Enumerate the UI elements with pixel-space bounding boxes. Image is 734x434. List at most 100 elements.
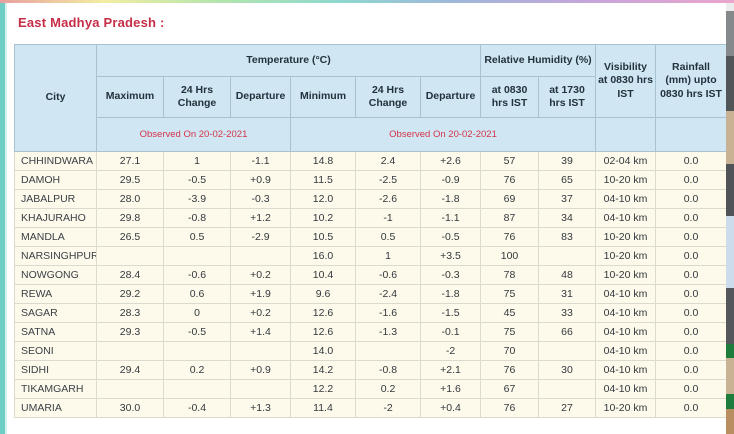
- table-body: CHHINDWARA 27.1 1 -1.1 14.8 2.4 +2.6 57 39 02-04 …: [14, 151, 728, 418]
- right-strip-segment: [726, 3, 734, 11]
- data-cell: 75: [480, 284, 539, 304]
- data-cell: 27.1: [96, 151, 164, 171]
- data-cell: -0.5: [420, 227, 481, 247]
- data-cell: 31: [537, 284, 597, 304]
- data-cell: 14.8: [290, 151, 356, 171]
- data-cell: 0.0: [655, 265, 728, 285]
- data-cell: 12.0: [290, 189, 356, 209]
- table-row: SAGAR 28.3 0 +0.2 12.6 -1.6 -1.5 45 33 04-10 km 0.…: [14, 303, 728, 323]
- city-cell: SAGAR: [14, 303, 97, 323]
- data-cell: [537, 246, 597, 266]
- data-cell: [230, 379, 291, 399]
- data-cell: 04-10 km: [595, 322, 657, 342]
- data-cell: [230, 246, 291, 266]
- data-cell: -2: [420, 341, 481, 361]
- data-cell: 10.5: [290, 227, 356, 247]
- table-row: TIKAMGARH 12.2 0.2 +1.6 67 04-10 km 0.0: [14, 379, 728, 399]
- data-cell: 29.3: [96, 322, 164, 342]
- data-cell: 29.8: [96, 208, 164, 228]
- table-row: DAMOH 29.5 -0.5 +0.9 11.5 -2.5 -0.9 76 65 10-20 k…: [14, 170, 728, 190]
- data-cell: -1.1: [420, 208, 481, 228]
- data-cell: +2.1: [420, 360, 481, 380]
- data-cell: 04-10 km: [595, 341, 657, 361]
- data-cell: -2.5: [355, 170, 421, 190]
- right-strip-segment: [726, 409, 734, 434]
- data-cell: 33: [537, 303, 597, 323]
- data-cell: [537, 379, 597, 399]
- data-cell: -0.3: [420, 265, 481, 285]
- data-cell: 87: [480, 208, 539, 228]
- data-cell: 0.5: [163, 227, 231, 247]
- data-cell: 76: [480, 398, 539, 418]
- data-cell: 9.6: [290, 284, 356, 304]
- data-cell: +0.4: [420, 398, 481, 418]
- data-cell: 16.0: [290, 246, 356, 266]
- table-row: REWA 29.2 0.6 +1.9 9.6 -2.4 -1.8 75 31 04-10 km 0.…: [14, 284, 728, 304]
- data-cell: +0.2: [230, 303, 291, 323]
- city-cell: SIDHI: [14, 360, 97, 380]
- col-header-visibility: Visibility at 0830 hrs IST: [595, 44, 657, 118]
- data-cell: 27: [537, 398, 597, 418]
- data-cell: 0.0: [655, 341, 728, 361]
- observed-on-right: Observed On 20-02-2021: [289, 117, 597, 152]
- data-cell: [163, 379, 231, 399]
- data-cell: -1.8: [420, 284, 481, 304]
- data-cell: 12.6: [290, 303, 356, 323]
- data-cell: 0.5: [355, 227, 421, 247]
- data-cell: 0.0: [655, 398, 728, 418]
- city-cell: TIKAMGARH: [14, 379, 97, 399]
- data-cell: -1: [355, 208, 421, 228]
- data-cell: 0.0: [655, 170, 728, 190]
- data-cell: 12.6: [290, 322, 356, 342]
- page-title: East Madhya Pradesh :: [18, 15, 165, 30]
- right-strip-segment: [726, 11, 734, 56]
- data-cell: -0.1: [420, 322, 481, 342]
- header-row-sub: Maximum 24 Hrs Change Departure Minimum …: [15, 76, 727, 118]
- data-cell: 28.4: [96, 265, 164, 285]
- data-cell: 67: [480, 379, 539, 399]
- data-cell: 28.0: [96, 189, 164, 209]
- data-cell: 04-10 km: [595, 208, 657, 228]
- data-cell: 12.2: [290, 379, 356, 399]
- data-cell: 48: [537, 265, 597, 285]
- observed-filler-visibility: [595, 117, 657, 152]
- data-cell: 29.4: [96, 360, 164, 380]
- header-row-groups: City Temperature (°C) Relative Humidity …: [14, 44, 728, 152]
- data-cell: 39: [537, 151, 597, 171]
- data-cell: 76: [480, 360, 539, 380]
- data-cell: -2.9: [230, 227, 291, 247]
- col-header-max-24hr-change: 24 Hrs Change: [163, 76, 231, 118]
- top-gradient-border: [0, 0, 734, 3]
- data-cell: [163, 341, 231, 361]
- data-cell: 66: [537, 322, 597, 342]
- data-cell: 02-04 km: [595, 151, 657, 171]
- data-cell: 04-10 km: [595, 189, 657, 209]
- data-cell: 75: [480, 322, 539, 342]
- data-cell: 0: [163, 303, 231, 323]
- data-cell: 1: [355, 246, 421, 266]
- right-strip-segment: [726, 288, 734, 344]
- weather-table: City Temperature (°C) Relative Humidity …: [14, 44, 728, 418]
- data-cell: 100: [480, 246, 539, 266]
- data-cell: +0.9: [230, 360, 291, 380]
- right-strip-segment: [726, 216, 734, 288]
- city-cell: CHHINDWARA: [14, 151, 97, 171]
- table-row: NARSINGHPUR 16.0 1 +3.5 100 10-20 km 0.0: [14, 246, 728, 266]
- data-cell: 30: [537, 360, 597, 380]
- data-cell: 76: [480, 170, 539, 190]
- data-cell: +3.5: [420, 246, 481, 266]
- data-cell: 11.5: [290, 170, 356, 190]
- data-cell: 0.6: [163, 284, 231, 304]
- data-cell: 70: [480, 341, 539, 361]
- table-row: JABALPUR 28.0 -3.9 -0.3 12.0 -2.6 -1.8 69 37 04-1…: [14, 189, 728, 209]
- col-header-rainfall: Rainfall (mm) upto 0830 hrs IST: [655, 44, 728, 118]
- table-row: CHHINDWARA 27.1 1 -1.1 14.8 2.4 +2.6 57 39 02-04 …: [14, 151, 728, 171]
- left-edge-strip: [0, 2, 5, 434]
- data-cell: 0.0: [655, 189, 728, 209]
- data-cell: -0.6: [163, 265, 231, 285]
- data-cell: [537, 341, 597, 361]
- data-cell: 0.0: [655, 379, 728, 399]
- table-row: MANDLA 26.5 0.5 -2.9 10.5 0.5 -0.5 76 83 10-20 km…: [14, 227, 728, 247]
- observed-on-left: Observed On 20-02-2021: [96, 117, 291, 152]
- data-cell: 34: [537, 208, 597, 228]
